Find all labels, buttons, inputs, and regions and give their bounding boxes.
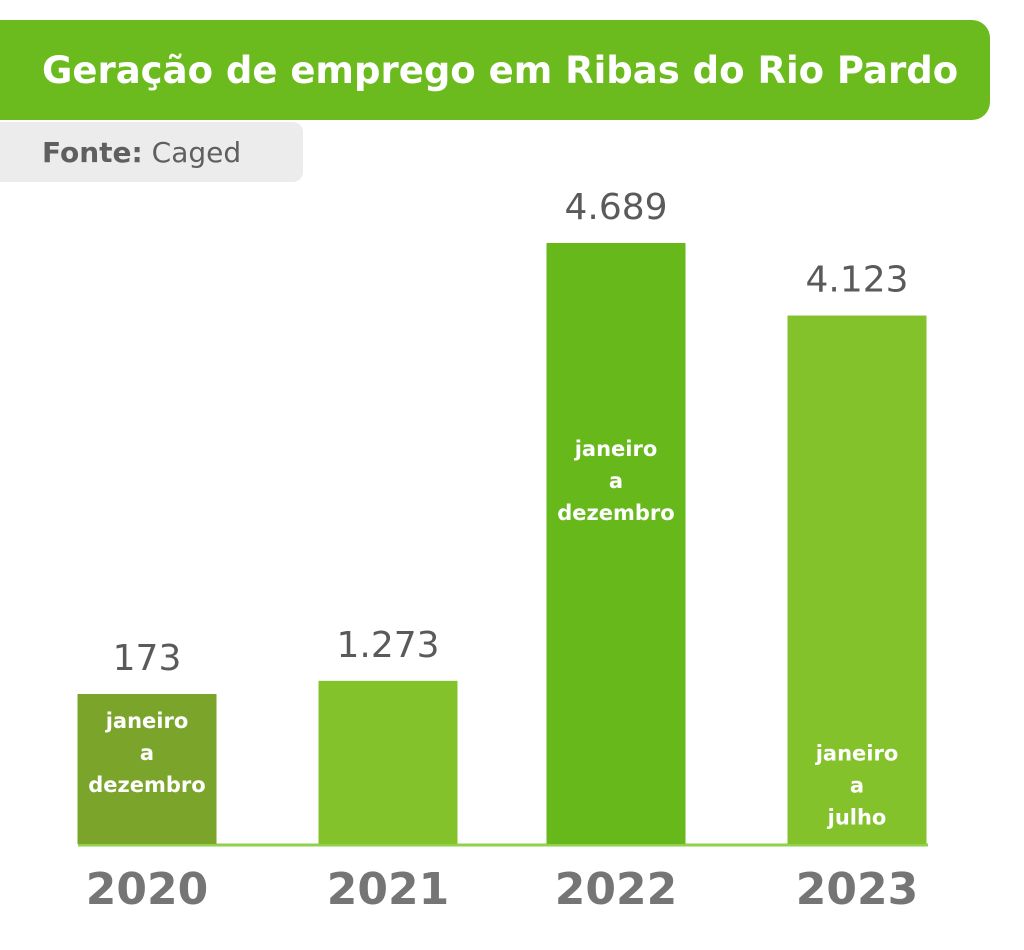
period-label-2022-1: janeiro xyxy=(574,437,658,461)
period-label-2022-2: a xyxy=(609,469,623,493)
year-label-2023: 2023 xyxy=(796,864,918,915)
year-label-2021: 2021 xyxy=(327,864,449,915)
period-label-2023-1: janeiro xyxy=(815,742,899,766)
year-label-2020: 2020 xyxy=(86,864,208,915)
source-label: Fonte: xyxy=(42,135,143,169)
period-label-2021-2: a xyxy=(381,907,395,931)
period-label-2020-3: dezembro xyxy=(88,773,205,797)
period-label-2021-3: dezembro xyxy=(329,939,446,950)
period-label-2022-3: dezembro xyxy=(557,501,674,525)
bar-2022 xyxy=(546,243,686,844)
source-value: Caged xyxy=(151,135,242,169)
value-label-2023: 4.123 xyxy=(805,260,908,301)
title-bar: Geração de emprego em Ribas do Rio Pardo xyxy=(0,20,990,120)
period-label-2020-2: a xyxy=(140,741,154,765)
period-label-2023-2: a xyxy=(850,774,864,798)
chart-title: Geração de emprego em Ribas do Rio Pardo xyxy=(42,48,959,92)
bar-2021 xyxy=(318,680,458,844)
period-label-2021-1: janeiro xyxy=(346,875,430,899)
value-label-2022: 4.689 xyxy=(564,187,667,228)
period-label-2023-3: julho xyxy=(827,806,887,830)
bar-2020 xyxy=(77,694,217,844)
value-label-2021: 1.273 xyxy=(336,625,439,666)
year-label-2022: 2022 xyxy=(555,864,677,915)
bar-2023 xyxy=(787,315,927,844)
period-label-2020-1: janeiro xyxy=(105,709,189,733)
source-text: Fonte: Caged xyxy=(42,136,241,169)
source-box: Fonte: Caged xyxy=(0,122,303,182)
value-label-2020: 173 xyxy=(113,638,182,679)
